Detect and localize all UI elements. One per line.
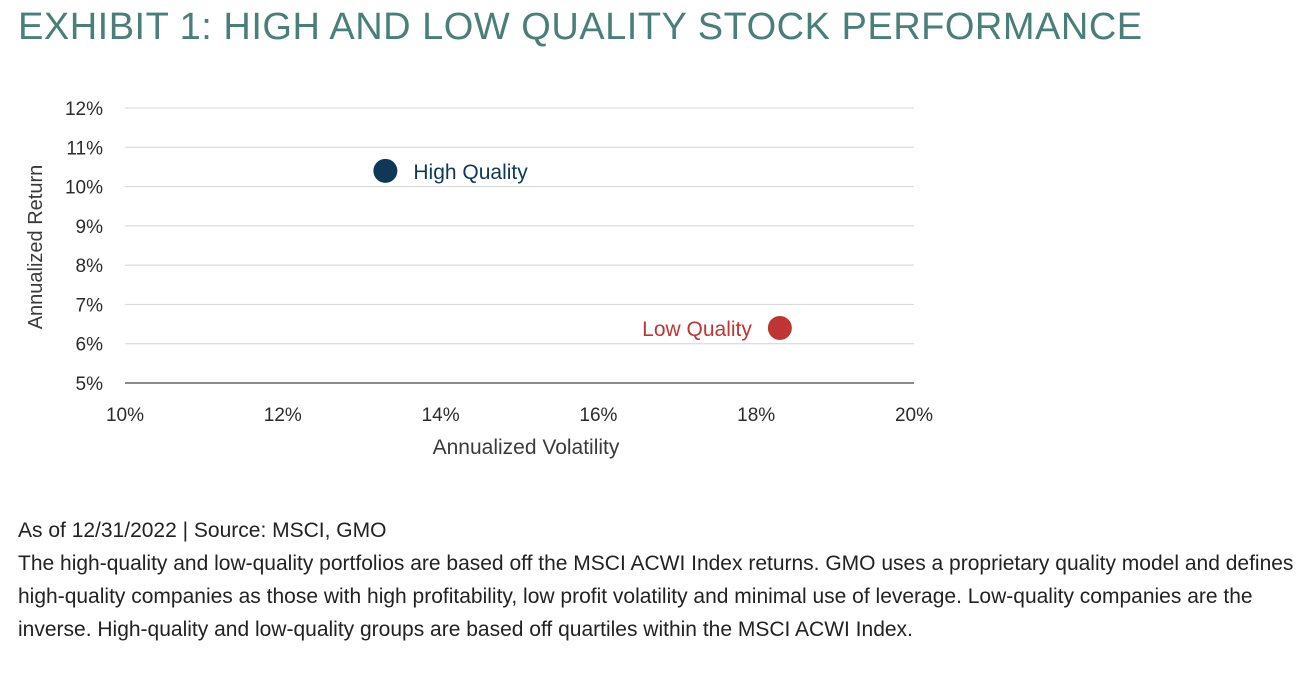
chart-notes: As of 12/31/2022 | Source: MSCI, GMO The… [18,514,1310,646]
y-tick-label: 10% [65,178,103,199]
y-tick-label: 9% [76,217,104,238]
point-label: High Quality [413,161,528,184]
point-label: Low Quality [642,318,752,341]
y-tick-label: 11% [66,138,103,159]
data-points: High Quality Low Quality [373,158,792,341]
y-tick-label: 5% [76,374,104,395]
y-tick-label: 6% [76,335,104,356]
x-tick-label: 12% [264,405,302,426]
gridlines [125,107,914,345]
y-axis-label: Annualized Return [25,165,47,330]
source-note: As of 12/31/2022 | Source: MSCI, GMO [18,519,387,542]
y-tick-label: 12% [65,99,103,120]
scatter-point [767,316,792,340]
axes: 5% 6% 7% 8% 9% 10% 11% 12% 10% 12% 14% 16% 18% 20% [65,99,933,426]
description-note: The high-quality and low-quality portfol… [18,552,1294,641]
x-tick-label: 14% [422,405,460,426]
x-tick-label: 10% [106,405,144,426]
x-tick-label: 18% [737,405,775,426]
scatter-chart: 5% 6% 7% 8% 9% 10% 11% 12% 10% 12% 14% 16% 18% 20% Hi… [25,99,933,459]
y-tick-label: 8% [76,256,104,277]
x-axis-label: Annualized Volatility [433,436,620,459]
x-tick-label: 20% [895,405,933,426]
y-tick-label: 7% [76,295,104,316]
scatter-point [373,158,398,183]
x-tick-label: 16% [579,405,617,426]
page-title: EXHIBIT 1: HIGH AND LOW QUALITY STOCK PE… [18,6,1143,48]
